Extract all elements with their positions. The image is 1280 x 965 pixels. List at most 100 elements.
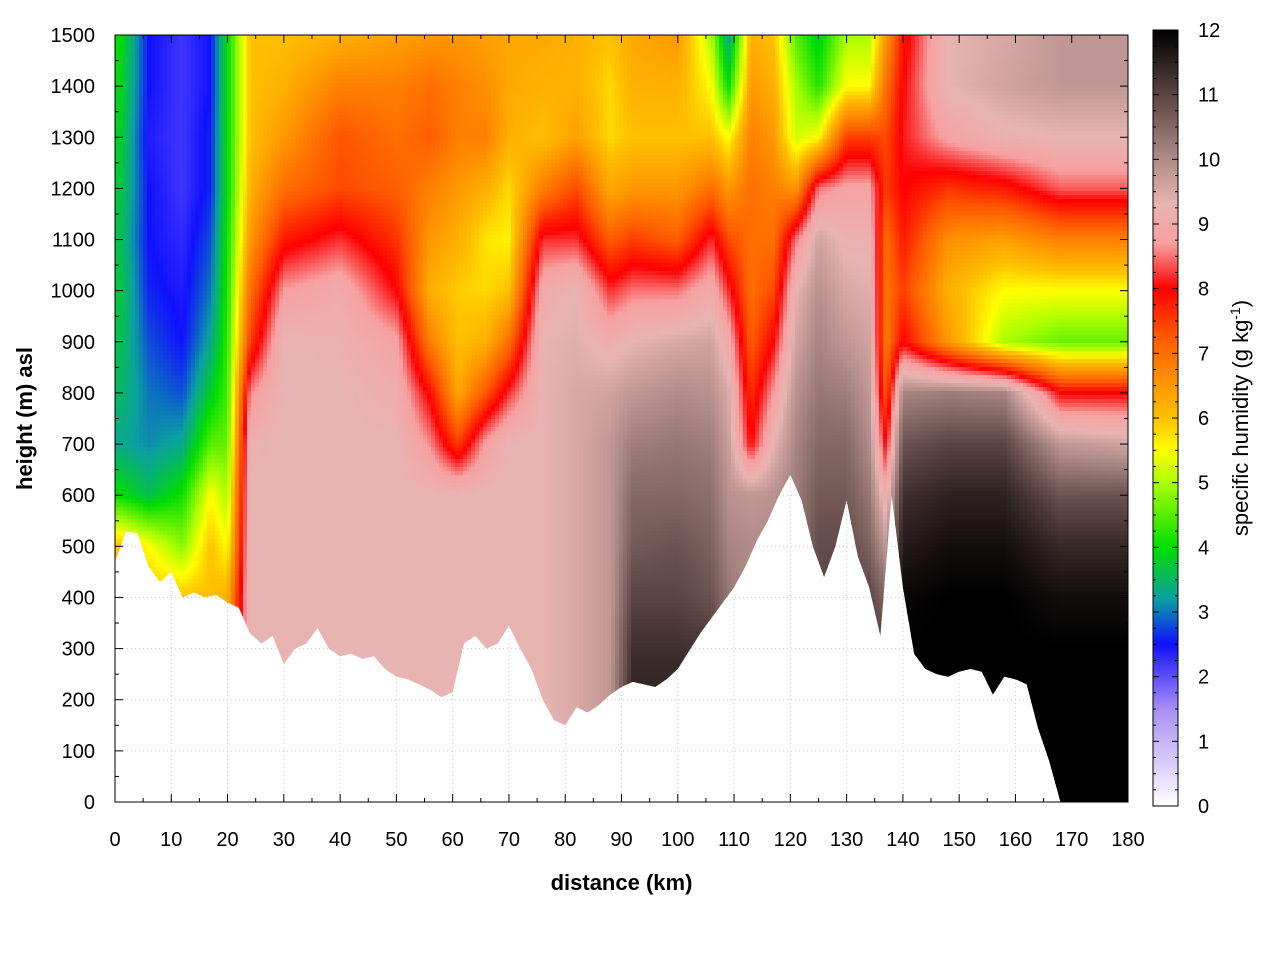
humidity-cell (191, 487, 196, 492)
humidity-cell (211, 607, 216, 612)
humidity-cell (131, 83, 136, 88)
humidity-cell (135, 335, 140, 340)
humidity-cell (135, 239, 140, 244)
humidity-cell (203, 375, 208, 380)
humidity-cell (199, 383, 204, 388)
humidity-cell (179, 755, 184, 760)
humidity-cell (191, 403, 196, 408)
humidity-cell (211, 179, 216, 184)
humidity-cell (175, 39, 180, 44)
humidity-cell (123, 163, 128, 168)
humidity-cell (203, 771, 208, 776)
humidity-cell (191, 95, 196, 100)
humidity-cell (143, 743, 148, 748)
humidity-cell (191, 663, 196, 668)
humidity-cell (127, 519, 132, 524)
humidity-cell (155, 563, 160, 568)
humidity-cell (155, 419, 160, 424)
humidity-cell (151, 759, 156, 764)
humidity-cell (195, 707, 200, 712)
humidity-cell (119, 587, 124, 592)
humidity-cell (127, 723, 132, 728)
humidity-cell (199, 279, 204, 284)
humidity-cell (127, 463, 132, 468)
humidity-cell (207, 447, 212, 452)
humidity-cell (191, 647, 196, 652)
humidity-cell (147, 735, 152, 740)
humidity-cell (135, 571, 140, 576)
humidity-cell (183, 439, 188, 444)
humidity-cell (199, 703, 204, 708)
humidity-cell (135, 791, 140, 796)
humidity-cell (207, 243, 212, 248)
humidity-cell (191, 659, 196, 664)
humidity-cell (187, 619, 192, 624)
humidity-cell (147, 667, 152, 672)
humidity-cell (175, 191, 180, 196)
humidity-cell (139, 527, 144, 532)
humidity-cell (167, 467, 172, 472)
humidity-cell (211, 719, 216, 724)
humidity-cell (147, 571, 152, 576)
humidity-cell (143, 535, 148, 540)
humidity-cell (175, 263, 180, 268)
humidity-cell (203, 799, 208, 804)
humidity-cell (135, 235, 140, 240)
humidity-cell (175, 311, 180, 316)
humidity-cell (135, 635, 140, 640)
humidity-cell (155, 519, 160, 524)
humidity-cell (211, 335, 216, 340)
humidity-cell (131, 199, 136, 204)
humidity-cell (215, 447, 220, 452)
humidity-cell (207, 219, 212, 224)
humidity-cell (187, 295, 192, 300)
humidity-cell (151, 543, 156, 548)
humidity-cell (191, 179, 196, 184)
humidity-cell (195, 695, 200, 700)
humidity-cell (211, 383, 216, 388)
humidity-cell (191, 219, 196, 224)
humidity-cell (119, 315, 124, 320)
humidity-cell (171, 71, 176, 76)
humidity-cell (183, 707, 188, 712)
humidity-cell (127, 471, 132, 476)
humidity-cell (203, 507, 208, 512)
humidity-cell (171, 511, 176, 516)
humidity-cell (163, 39, 168, 44)
humidity-cell (147, 675, 152, 680)
humidity-cell (151, 183, 156, 188)
humidity-cell (215, 367, 220, 372)
humidity-cell (203, 59, 208, 64)
humidity-cell (163, 431, 168, 436)
humidity-cell (163, 719, 168, 724)
humidity-cell (155, 283, 160, 288)
humidity-cell (183, 123, 188, 128)
humidity-cell (183, 67, 188, 72)
humidity-cell (143, 767, 148, 772)
humidity-cell (115, 671, 120, 676)
humidity-cell (195, 107, 200, 112)
humidity-cell (187, 99, 192, 104)
humidity-cell (143, 475, 148, 480)
humidity-cell (115, 683, 120, 688)
humidity-cell (119, 147, 124, 152)
humidity-cell (207, 287, 212, 292)
humidity-cell (119, 163, 124, 168)
humidity-cell (123, 199, 128, 204)
humidity-cell (195, 267, 200, 272)
humidity-cell (131, 91, 136, 96)
humidity-cell (207, 411, 212, 416)
humidity-cell (119, 607, 124, 612)
humidity-cell (215, 587, 220, 592)
humidity-cell (127, 679, 132, 684)
humidity-cell (139, 759, 144, 764)
humidity-cell (203, 499, 208, 504)
humidity-cell (151, 363, 156, 368)
humidity-cell (195, 643, 200, 648)
humidity-cell (207, 459, 212, 464)
humidity-cell (119, 631, 124, 636)
humidity-cell (155, 107, 160, 112)
humidity-cell (159, 247, 164, 252)
humidity-cell (127, 787, 132, 792)
humidity-cell (119, 131, 124, 136)
